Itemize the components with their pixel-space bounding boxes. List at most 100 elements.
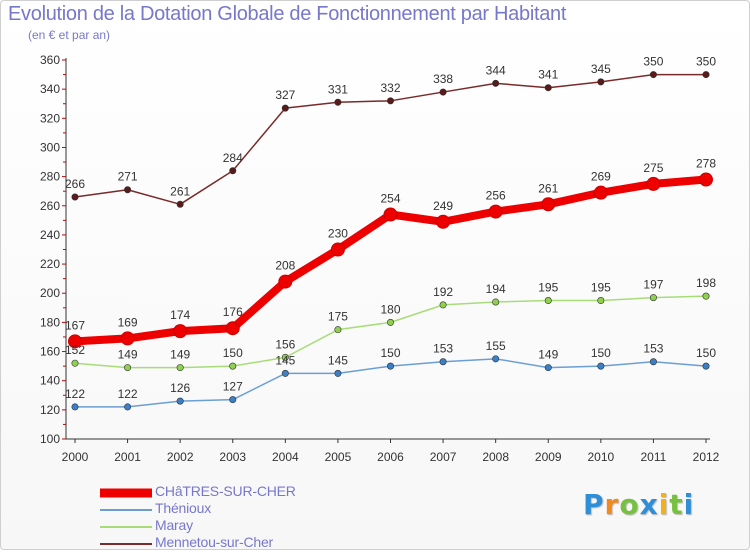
data-label: 150 xyxy=(223,346,243,360)
x-tick-label: 2012 xyxy=(693,450,720,464)
data-point xyxy=(176,200,184,208)
data-label: 167 xyxy=(65,318,85,332)
legend-swatch-chatres xyxy=(100,488,152,497)
data-label: 149 xyxy=(170,348,190,362)
logo-letter: x xyxy=(639,488,659,521)
data-point xyxy=(229,167,237,175)
data-label: 195 xyxy=(538,281,558,295)
x-tick-label: 2001 xyxy=(114,450,141,464)
legend-swatch-maray xyxy=(100,525,152,528)
data-label: 256 xyxy=(486,189,506,203)
data-point xyxy=(593,185,608,200)
data-point xyxy=(68,334,82,349)
data-point xyxy=(229,396,237,404)
data-point xyxy=(541,197,556,212)
y-tick-label: 280 xyxy=(40,170,60,184)
logo-letter: i xyxy=(658,488,670,521)
data-label: 169 xyxy=(118,315,138,329)
data-point xyxy=(597,362,605,370)
chart-legend: CHâTRES-SUR-CHER Thénioux Maray Mennetou… xyxy=(100,483,360,552)
data-label: 150 xyxy=(696,346,716,360)
data-label: 145 xyxy=(328,353,348,367)
x-tick-label: 2009 xyxy=(535,450,562,464)
data-label: 197 xyxy=(643,278,663,292)
data-label: 266 xyxy=(65,177,85,191)
logo-letter: o xyxy=(619,488,640,521)
data-label: 269 xyxy=(591,170,611,184)
y-tick-label: 360 xyxy=(40,53,60,67)
data-label: 278 xyxy=(696,157,716,171)
data-label: 194 xyxy=(486,282,506,296)
data-label: 122 xyxy=(65,387,85,401)
data-label: 153 xyxy=(433,342,453,356)
x-tick-label: 2003 xyxy=(219,450,246,464)
data-point xyxy=(544,364,552,372)
series-ch-tres-sur-cher xyxy=(68,172,713,349)
data-point xyxy=(71,403,79,411)
legend-label-chatres: CHâTRES-SUR-CHER xyxy=(155,483,296,499)
data-label: 150 xyxy=(380,346,400,360)
y-tick-label: 320 xyxy=(40,111,60,125)
data-point xyxy=(383,207,398,222)
data-point xyxy=(124,186,132,194)
legend-swatch-thenioux xyxy=(100,508,152,511)
data-point xyxy=(436,214,451,229)
data-point xyxy=(120,331,135,346)
y-tick-label: 140 xyxy=(40,374,60,388)
data-label: 198 xyxy=(696,276,716,290)
data-point xyxy=(334,98,342,106)
data-label: 175 xyxy=(328,310,348,324)
data-point xyxy=(71,359,79,367)
data-label: 261 xyxy=(538,181,558,195)
chart-series xyxy=(68,71,713,411)
data-label: 350 xyxy=(643,55,663,69)
data-label: 208 xyxy=(275,259,295,273)
data-point xyxy=(124,364,132,372)
data-point xyxy=(330,242,345,257)
y-tick-label: 160 xyxy=(40,345,60,359)
data-label: 284 xyxy=(223,151,243,165)
data-label: 145 xyxy=(275,353,295,367)
data-label: 271 xyxy=(118,170,138,184)
x-tick-label: 2006 xyxy=(377,450,404,464)
data-label: 122 xyxy=(118,387,138,401)
data-label: 156 xyxy=(275,337,295,351)
data-point xyxy=(702,362,710,370)
data-point xyxy=(699,172,713,187)
data-point xyxy=(439,88,447,96)
data-label: 180 xyxy=(380,302,400,316)
x-tick-label: 2002 xyxy=(167,450,194,464)
data-label: 149 xyxy=(538,348,558,362)
data-label: 341 xyxy=(538,68,558,82)
data-label: 230 xyxy=(328,227,348,241)
data-point xyxy=(225,321,240,336)
data-point xyxy=(492,298,500,306)
data-point xyxy=(702,71,710,79)
data-label: 195 xyxy=(591,281,611,295)
data-point xyxy=(124,403,132,411)
data-label: 275 xyxy=(643,161,663,175)
data-point xyxy=(597,78,605,86)
data-label: 331 xyxy=(328,82,348,96)
y-tick-label: 100 xyxy=(40,432,60,446)
data-label: 176 xyxy=(223,305,243,319)
data-label: 127 xyxy=(223,380,243,394)
data-label: 152 xyxy=(65,343,85,357)
data-label: 332 xyxy=(380,81,400,95)
y-tick-label: 240 xyxy=(40,228,60,242)
data-point xyxy=(597,297,605,305)
y-tick-label: 220 xyxy=(40,257,60,271)
legend-label-maray: Maray xyxy=(155,517,193,533)
series-maray xyxy=(71,292,710,372)
y-tick-label: 120 xyxy=(40,403,60,417)
legend-label-mennetou: Mennetou-sur-Cher xyxy=(155,534,273,550)
data-label: 153 xyxy=(643,342,663,356)
y-tick-label: 180 xyxy=(40,315,60,329)
data-label: 261 xyxy=(170,184,190,198)
data-label: 350 xyxy=(696,55,716,69)
data-point xyxy=(488,204,503,219)
legend-swatch-mennetou xyxy=(100,542,152,545)
data-point xyxy=(649,358,657,366)
